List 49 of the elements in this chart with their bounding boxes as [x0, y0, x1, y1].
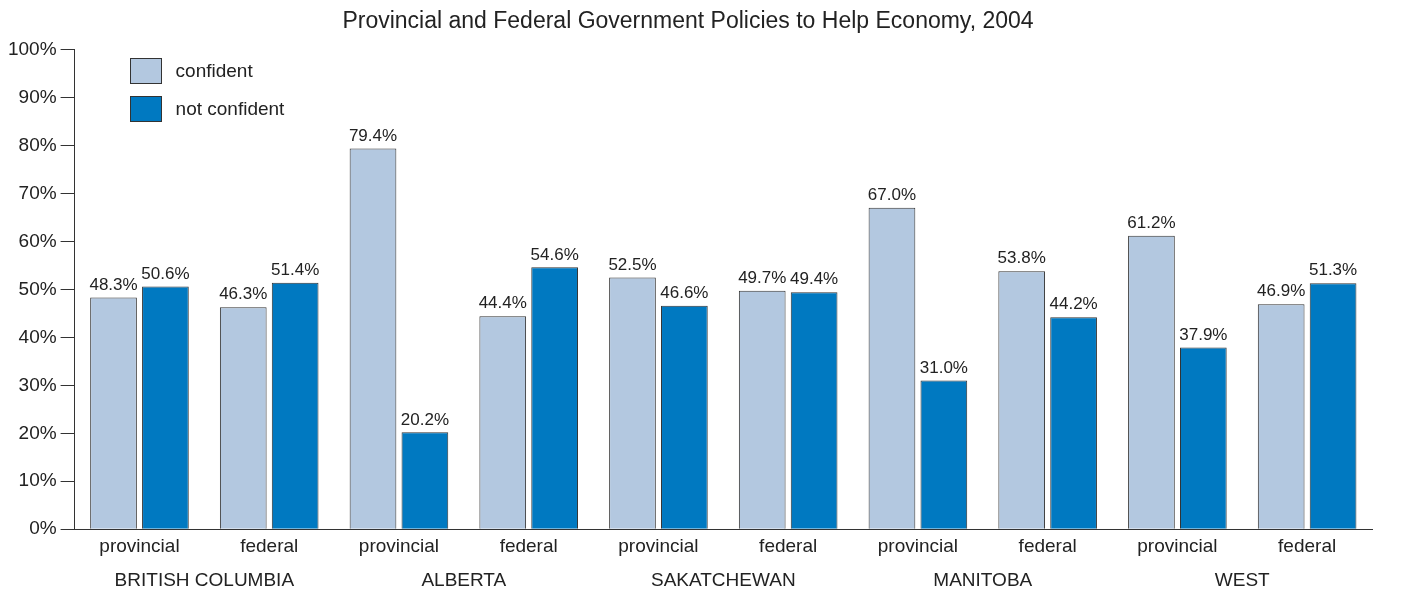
data-label: 20.2%: [400, 409, 449, 429]
data-label: 79.4%: [348, 125, 398, 145]
text: ALBERTA: [421, 568, 507, 590]
y-tick-label: 60%: [18, 229, 57, 251]
data-label: 51.4%: [271, 259, 320, 279]
data-label: 51.3%: [1308, 260, 1358, 280]
data-label: 67.0%: [867, 185, 917, 205]
data-label: 54.6%: [530, 244, 579, 264]
x-tick-label: provincial: [877, 534, 959, 556]
legend-label: confident: [175, 59, 253, 82]
y-tick-label: 10%: [18, 469, 57, 491]
text: MANITOBA: [933, 568, 1033, 590]
y-tick-label: 0%: [29, 517, 57, 539]
x-tick-label: federal: [240, 534, 299, 556]
x-tick-label: provincial: [1137, 534, 1218, 556]
x-tick-label: federal: [1278, 534, 1337, 556]
data-label: 49.4%: [790, 269, 839, 289]
text: WEST: [1214, 568, 1271, 590]
text: SAKATCHEWAN: [650, 568, 796, 590]
y-tick-label: 80%: [18, 133, 57, 155]
data-label: 49.7%: [738, 268, 787, 288]
y-tick-label: 50%: [18, 277, 57, 299]
data-label: 37.9%: [1179, 324, 1228, 344]
data-label: 44.2%: [1049, 294, 1098, 314]
y-tick-label: 100%: [7, 37, 57, 59]
text: BRITISH COLUMBIA: [114, 568, 295, 590]
x-tick-label: federal: [499, 534, 558, 556]
y-tick-label: 20%: [18, 421, 57, 443]
y-tick-label: 90%: [18, 85, 57, 107]
x-tick-label: federal: [1018, 534, 1077, 556]
data-label: 46.3%: [219, 284, 268, 304]
legend-label: not confident: [175, 97, 285, 120]
data-label: 46.9%: [1257, 281, 1306, 301]
y-tick-label: 40%: [18, 325, 57, 347]
data-label: 50.6%: [141, 263, 190, 283]
x-tick-label: provincial: [99, 534, 180, 556]
data-label: 53.8%: [997, 248, 1046, 268]
x-tick-label: provincial: [618, 534, 699, 556]
data-label: 61.2%: [1127, 212, 1176, 232]
data-label: 52.5%: [608, 254, 657, 274]
x-tick-label: provincial: [358, 534, 440, 556]
y-tick-label: 30%: [18, 373, 57, 395]
chart-title: Provincial and Federal Government Policies to Help Economy, 2004: [342, 7, 1034, 34]
data-label: 46.6%: [660, 282, 709, 302]
data-label: 48.3%: [89, 274, 138, 294]
data-label: 31.0%: [919, 357, 968, 377]
x-tick-label: federal: [759, 534, 818, 556]
data-label: 44.4%: [478, 293, 527, 313]
y-tick-label: 70%: [18, 181, 57, 203]
